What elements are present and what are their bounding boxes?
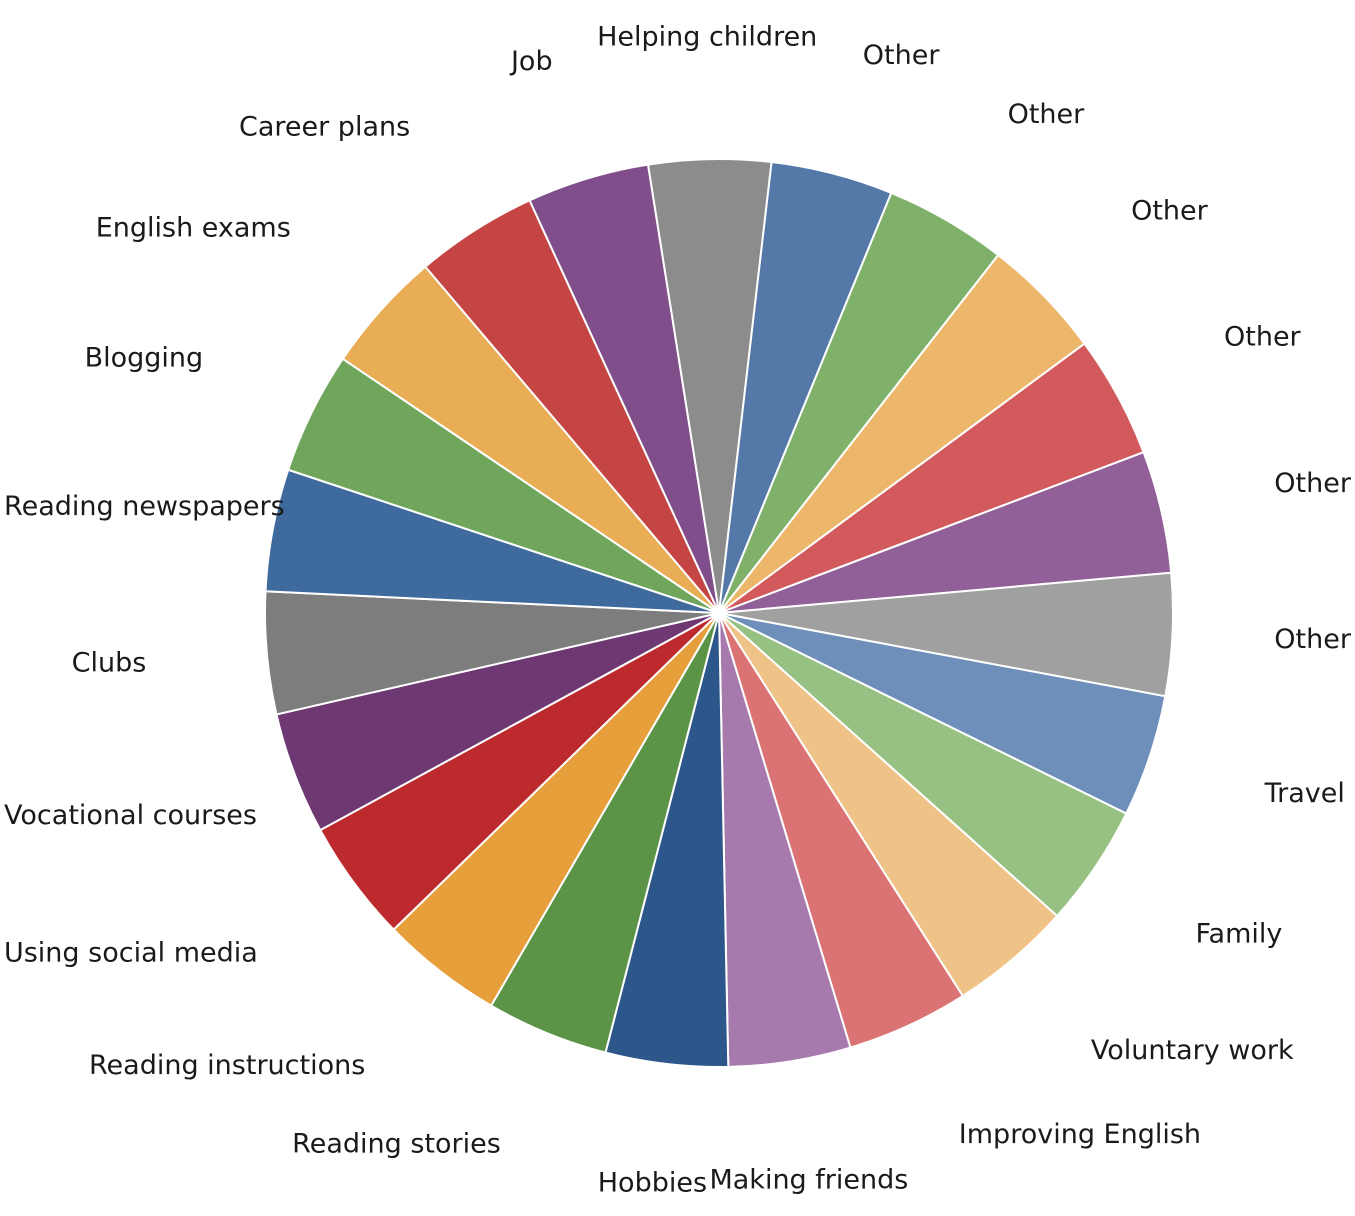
pie-center: [713, 607, 725, 619]
slice-label: Reading stories: [292, 1129, 501, 1160]
slice-label: Making friends: [709, 1164, 908, 1195]
slice-label: Vocational courses: [4, 800, 257, 831]
slice-label: Other: [863, 40, 941, 71]
slice-label: Reading newspapers: [4, 491, 285, 522]
slice-label: Reading instructions: [89, 1050, 365, 1081]
slice-label: Other: [1008, 99, 1086, 130]
slice-label: Blogging: [85, 343, 204, 374]
slice-label: Using social media: [4, 938, 258, 969]
slice-labels: Helping children Other Other Other Other Othe…: [4, 22, 1352, 1199]
slice-label: Family: [1196, 918, 1283, 949]
slice-label: Travel: [1264, 778, 1345, 809]
slice-label: Other: [1131, 196, 1209, 227]
slice-label: Helping children: [597, 22, 817, 53]
slice-label: Improving English: [959, 1119, 1201, 1150]
pie-slices: [264, 158, 1174, 1068]
slice-label: Career plans: [239, 111, 410, 142]
pie-slice: [528, 163, 720, 614]
slice-label: English exams: [96, 213, 291, 244]
slice-label: Job: [509, 46, 553, 77]
slice-label: Hobbies: [598, 1168, 707, 1199]
slice-label: Other: [1224, 322, 1302, 353]
slice-label: Other: [1274, 624, 1352, 655]
slice-label: Other: [1274, 468, 1352, 499]
slice-label: Voluntary work: [1091, 1035, 1294, 1066]
slice-label: Clubs: [72, 648, 147, 679]
